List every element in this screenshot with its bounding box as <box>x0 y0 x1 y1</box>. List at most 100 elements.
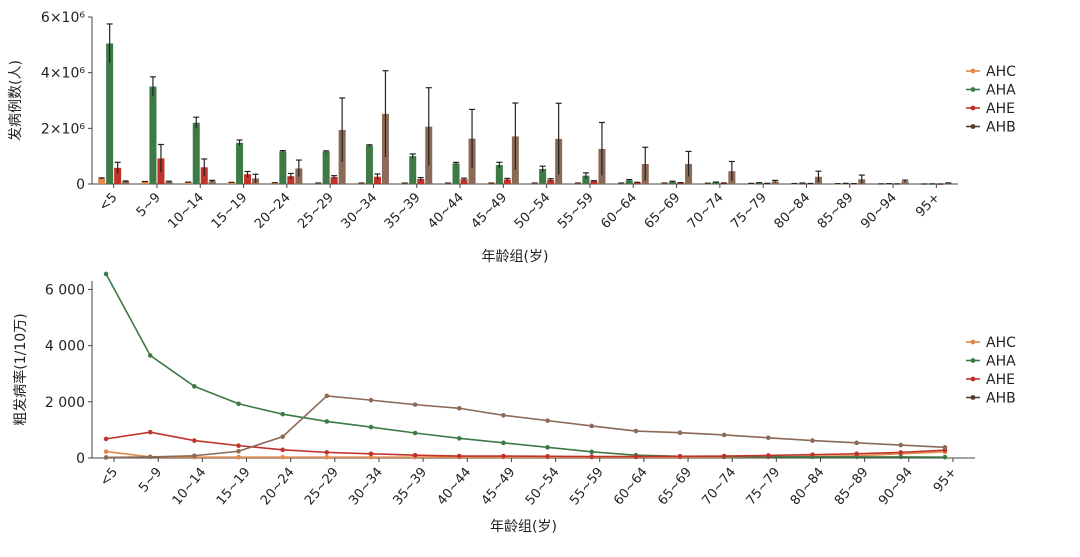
point-AHE <box>810 452 815 457</box>
point-AHB <box>368 397 374 403</box>
bar-AHA <box>539 168 547 184</box>
x-tick-label: 45~49 <box>468 190 510 232</box>
point-AHA <box>368 424 374 430</box>
legend-marker-AHB <box>970 124 976 129</box>
point-AHB <box>501 412 506 418</box>
bar-AHE <box>503 179 511 184</box>
y-tick-label: 4 000 <box>45 339 85 355</box>
bar-AHC <box>271 182 279 184</box>
bar-AHC <box>184 182 192 184</box>
point-AHB <box>192 453 197 459</box>
y-tick-label: 2×10⁶ <box>41 121 85 137</box>
bar-AHE <box>547 179 555 184</box>
bar-AHA <box>495 165 503 184</box>
point-AHE <box>589 454 595 459</box>
point-AHE <box>677 454 683 459</box>
bar-chart: 0 2×10⁶ 4×10⁶ 6×10⁶ <5 5~9 10~14 15~19 20~24 25~2… <box>8 10 1016 265</box>
point-AHA <box>456 436 462 441</box>
bar-AHE <box>114 167 122 184</box>
x-tick-label: 80~84 <box>772 190 814 232</box>
x-tick-label: 10~14 <box>170 465 210 508</box>
legend-marker-AHE <box>970 376 976 382</box>
y-tick-label: 0 <box>76 451 85 467</box>
x-tick-label: 20~24 <box>258 465 298 508</box>
point-AHB <box>721 432 727 438</box>
point-AHB <box>942 445 948 450</box>
bar-AHB <box>165 181 173 184</box>
point-AHA <box>103 271 109 277</box>
point-AHA <box>324 419 330 424</box>
point-AHE <box>501 453 506 459</box>
point-AHB <box>103 455 109 460</box>
x-tick-label: <5 <box>97 465 121 489</box>
bar-AHA <box>409 156 417 184</box>
bar-AHE <box>720 183 728 184</box>
point-AHA <box>192 384 197 389</box>
bar-AHA <box>712 182 720 184</box>
point-AHE <box>766 453 771 458</box>
bar-AHA <box>365 145 373 184</box>
bar-AHE <box>417 178 425 184</box>
legend-label-AHE: AHE <box>986 372 1015 388</box>
bar-AHA <box>582 175 590 184</box>
point-AHE <box>898 450 904 455</box>
point-AHE <box>103 436 109 442</box>
series-line-AHE <box>105 431 945 458</box>
bar-AHE <box>330 177 338 184</box>
y-tick-label: 6×10⁶ <box>41 10 85 26</box>
point-AHB <box>766 435 771 441</box>
bar-AHA <box>669 181 677 184</box>
x-tick-label: 35~39 <box>390 465 430 508</box>
point-AHE <box>324 450 330 455</box>
y-axis-title: 发病例数(人) <box>8 60 24 141</box>
point-AHA <box>501 440 506 446</box>
point-AHE <box>412 452 418 458</box>
x-tick-label: 15~19 <box>214 465 254 508</box>
point-AHA <box>280 411 285 417</box>
x-tick-label: 5~9 <box>134 190 164 220</box>
legend-marker-AHA <box>970 87 976 92</box>
x-tick-label: 65~69 <box>642 190 684 232</box>
point-AHB <box>545 418 550 423</box>
x-tick-label: 10~14 <box>165 190 207 232</box>
bar-AHE <box>590 181 598 184</box>
x-axis-title: 年龄组(岁) <box>482 249 549 265</box>
legend-marker-AHC <box>970 68 976 74</box>
point-AHB <box>854 440 859 446</box>
bar-AHA <box>625 180 633 184</box>
bar-AHA <box>452 163 460 184</box>
x-tick-label: 90~94 <box>876 465 916 508</box>
x-tick-label: 85~89 <box>832 465 872 508</box>
point-AHB <box>677 430 683 436</box>
x-tick-label: 40~44 <box>425 190 467 232</box>
point-AHE <box>147 429 153 435</box>
legend-label-AHB: AHB <box>986 120 1016 136</box>
point-AHA <box>589 449 595 455</box>
bar-AHC <box>98 178 106 184</box>
point-AHC <box>236 454 241 460</box>
y-tick-label: 0 <box>76 177 85 193</box>
bar-AHB <box>122 181 130 184</box>
point-AHE <box>456 453 462 459</box>
bar-AHE <box>460 179 468 184</box>
legend-label-AHE: AHE <box>986 101 1015 117</box>
x-tick-label: 65~69 <box>655 465 695 508</box>
x-tick-label: 60~64 <box>598 190 640 232</box>
bar-AHE <box>287 176 295 184</box>
bar-AHE <box>373 176 381 184</box>
x-tick-label: 60~64 <box>611 465 651 508</box>
point-AHB <box>324 393 330 399</box>
point-AHA <box>545 445 550 450</box>
x-tick-label: 55~59 <box>555 190 597 232</box>
point-AHC <box>280 454 285 460</box>
x-tick-label: 20~24 <box>252 190 294 232</box>
point-AHB <box>898 442 904 448</box>
x-tick-label: 95+ <box>931 465 960 496</box>
legend-marker-AHE <box>970 105 976 111</box>
legend-label-AHA: AHA <box>986 83 1016 99</box>
x-tick-label: 25~29 <box>302 465 342 508</box>
legend-marker-AHB <box>970 395 976 400</box>
point-AHB <box>147 454 153 460</box>
